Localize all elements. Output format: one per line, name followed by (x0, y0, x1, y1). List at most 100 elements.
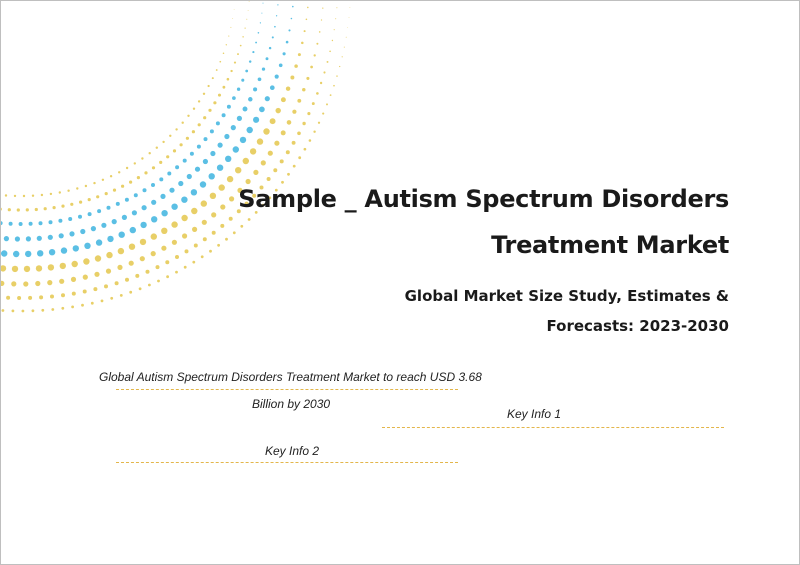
halftone-dot (121, 184, 125, 188)
key-info-1: Key Info 1 (507, 407, 562, 421)
halftone-dot (313, 130, 316, 133)
halftone-dot (155, 146, 158, 149)
halftone-dot (61, 204, 65, 208)
halftone-dot (49, 192, 53, 196)
halftone-dot (253, 87, 258, 92)
halftone-dot (305, 18, 308, 21)
halftone-dot (23, 265, 31, 273)
halftone-dot (259, 22, 262, 24)
halftone-dot (308, 139, 312, 142)
halftone-dot (261, 12, 263, 14)
halftone-dot (322, 112, 325, 115)
halftone-dot (50, 294, 54, 299)
halftone-dot (28, 221, 33, 226)
halftone-dot (248, 1, 250, 2)
halftone-dot (202, 92, 206, 96)
halftone-dot (131, 210, 137, 216)
halftone-dot (303, 147, 307, 151)
halftone-dot (232, 18, 234, 19)
halftone-dot (1, 280, 5, 286)
halftone-dot (161, 245, 167, 251)
halftone-dot (320, 19, 323, 21)
halftone-dot (290, 17, 293, 20)
halftone-dot (6, 295, 11, 300)
halftone-dot (51, 308, 55, 311)
halftone-dot (248, 97, 253, 102)
halftone-dot (280, 130, 286, 136)
halftone-dot (247, 10, 249, 11)
halftone-dot (145, 269, 150, 274)
halftone-dot (13, 250, 20, 258)
halftone-dot (348, 17, 350, 18)
halftone-dot (90, 301, 94, 305)
halftone-dot (182, 233, 188, 239)
halftone-dot (201, 219, 207, 225)
halftone-dot (105, 268, 112, 274)
halftone-dot (61, 306, 65, 310)
halftone-dot (256, 138, 264, 145)
halftone-dot (111, 219, 117, 225)
halftone-dot (225, 44, 227, 46)
halftone-dot (95, 239, 103, 246)
halftone-dot (242, 157, 249, 165)
halftone-dot (150, 233, 157, 240)
halftone-dot (1, 221, 3, 226)
halftone-dot (228, 35, 230, 37)
halftone-dot (229, 196, 235, 202)
halftone-dot (208, 173, 215, 180)
halftone-dot (260, 160, 266, 166)
halftone-dot (211, 212, 217, 218)
halftone-dot (136, 176, 140, 180)
halftone-dot (114, 281, 119, 286)
halftone-dot (175, 128, 178, 131)
key-info-1-divider (382, 427, 724, 428)
halftone-dot (207, 84, 210, 88)
halftone-dot (106, 251, 113, 259)
halftone-dot (194, 166, 201, 172)
halftone-dot (220, 204, 226, 210)
halftone-dot (259, 185, 264, 190)
halftone-dot (288, 29, 291, 32)
halftone-dot (345, 36, 347, 38)
halftone-dot (8, 221, 13, 226)
halftone-dot (235, 167, 242, 174)
report-subtitle-line-1: Global Market Size Study, Estimates & (404, 287, 729, 305)
halftone-dot (319, 81, 323, 85)
halftone-dot (285, 86, 291, 91)
halftone-dot (268, 46, 272, 50)
halftone-dot (339, 65, 341, 68)
halftone-dot (52, 206, 56, 210)
halftone-dot (179, 143, 183, 147)
halftone-dot (25, 236, 31, 242)
halftone-dot (141, 157, 144, 160)
halftone-dot (274, 140, 280, 146)
halftone-dot (236, 209, 241, 214)
halftone-dot (232, 231, 236, 235)
halftone-dot (349, 7, 351, 8)
halftone-dot (60, 247, 68, 254)
halftone-dot (224, 133, 230, 140)
halftone-dot (78, 214, 82, 219)
halftone-dot (159, 160, 163, 164)
halftone-dot (265, 57, 269, 61)
halftone-dot (281, 180, 284, 184)
halftone-dot (211, 77, 214, 80)
halftone-dot (275, 107, 281, 114)
halftone-dot (269, 85, 275, 91)
halftone-dot (257, 77, 262, 82)
halftone-dot (17, 296, 22, 300)
halftone-dot (253, 169, 259, 175)
halftone-dot (290, 75, 295, 80)
key-info-2: Key Info 2 (265, 444, 320, 458)
halftone-dot (322, 7, 324, 9)
halftone-dot (233, 9, 235, 10)
halftone-dot (237, 187, 243, 193)
halftone-dot (11, 265, 19, 273)
halftone-dot (249, 148, 257, 155)
halftone-dot (280, 97, 286, 103)
halftone-dot (261, 67, 266, 71)
halftone-dot (7, 208, 11, 212)
halftone-dot (161, 227, 168, 234)
halftone-dot (225, 155, 232, 162)
halftone-dot (96, 195, 100, 199)
